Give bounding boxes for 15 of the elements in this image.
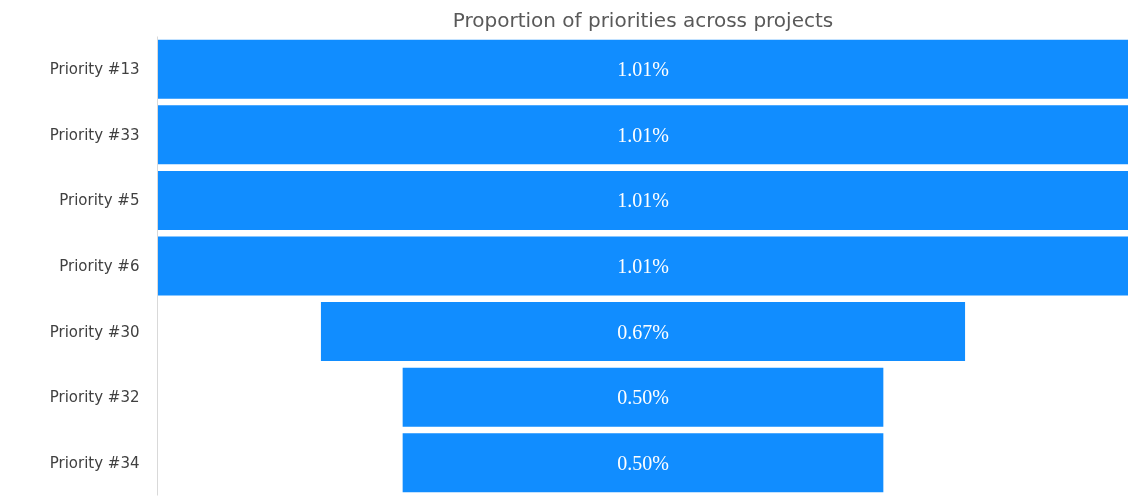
data-label: 1.01% bbox=[617, 255, 669, 277]
category-label: Priority #33 bbox=[49, 125, 140, 144]
text: Proportion of priorities across projects bbox=[452, 7, 834, 32]
data-label: 0.67% bbox=[617, 320, 669, 343]
category-label: Priority #5 bbox=[59, 191, 140, 210]
category-label: Priority #34 bbox=[49, 453, 140, 472]
data-label: 0.50% bbox=[617, 451, 669, 474]
data-label: 1.01% bbox=[617, 189, 669, 212]
category-label: Priority #32 bbox=[49, 388, 140, 407]
data-label: 1.01% bbox=[617, 58, 669, 81]
data-label: 0.50% bbox=[617, 386, 669, 409]
category-label: Priority #30 bbox=[49, 322, 140, 341]
data-label: 1.01% bbox=[617, 123, 669, 146]
category-label: Priority #13 bbox=[49, 60, 140, 79]
category-label: Priority #6 bbox=[59, 257, 140, 275]
